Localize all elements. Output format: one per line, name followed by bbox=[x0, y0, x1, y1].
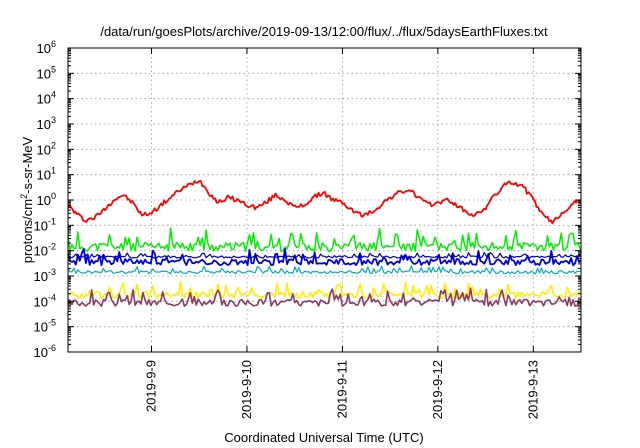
y-tick-label: 10-5 bbox=[34, 318, 56, 335]
series-line-5 bbox=[67, 280, 582, 299]
chart-title: /data/run/goesPlots/archive/2019-09-13/1… bbox=[100, 24, 548, 39]
y-tick-label: 10-1 bbox=[34, 216, 56, 233]
y-axis-ticks: 106 105 104 103 102 101 100 10-1 10-2 10-3 10-4 10-… bbox=[34, 39, 581, 360]
y-tick-label: 10-2 bbox=[34, 242, 56, 259]
series-group bbox=[67, 180, 582, 307]
y-tick-label: 100 bbox=[37, 191, 56, 208]
series-line-2 bbox=[67, 248, 582, 267]
series-line-3 bbox=[67, 251, 582, 259]
y-tick-label: 10-6 bbox=[34, 343, 56, 360]
y-tick-label: 101 bbox=[37, 166, 56, 183]
y-tick-label: 103 bbox=[37, 115, 56, 132]
series-line-4 bbox=[67, 265, 582, 275]
y-tick-label: 10-4 bbox=[34, 292, 56, 309]
y-tick-label: 102 bbox=[37, 140, 56, 157]
series-line-0 bbox=[67, 180, 582, 225]
grid bbox=[68, 48, 581, 352]
series-line-6 bbox=[67, 287, 582, 307]
x-axis-ticks: 2019-9-9 2019-9-10 2019-9-11 2019-9-12 2019-… bbox=[144, 48, 540, 419]
x-axis-label: Coordinated Universal Time (UTC) bbox=[224, 430, 423, 445]
y-tick-label: 10-3 bbox=[34, 267, 56, 284]
y-tick-label: 106 bbox=[37, 39, 56, 56]
y-tick-label: 105 bbox=[37, 64, 56, 81]
x-tick-label: 2019-9-9 bbox=[144, 360, 159, 412]
x-tick-label: 2019-9-10 bbox=[239, 360, 254, 419]
y-axis-label: protons/cm2-s-sr-MeV bbox=[19, 136, 35, 263]
x-tick-label: 2019-9-13 bbox=[525, 360, 540, 419]
y-tick-label: 104 bbox=[37, 90, 56, 107]
x-tick-label: 2019-9-12 bbox=[430, 360, 445, 419]
series-line-1 bbox=[67, 227, 582, 252]
x-tick-label: 2019-9-11 bbox=[334, 360, 349, 418]
